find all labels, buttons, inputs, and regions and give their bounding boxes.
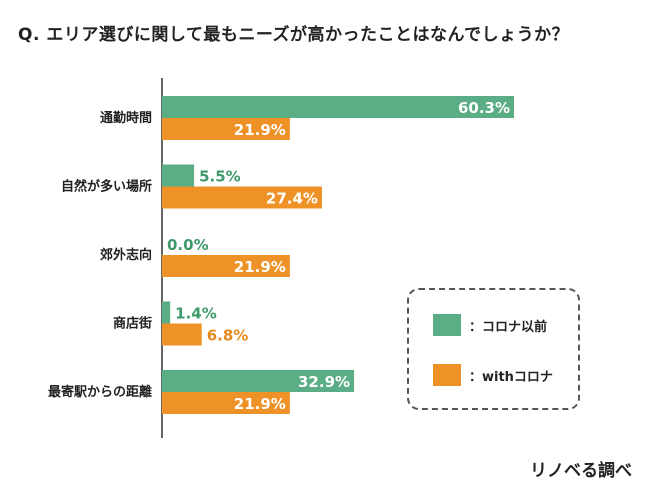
legend-item-before: ：コロナ以前 <box>433 314 547 336</box>
category-label: 商店街 <box>113 316 152 332</box>
category-label: 郊外志向 <box>100 247 152 263</box>
chart-title: Q. エリア選びに関して最もニーズが高かったことはなんでしょうか？ <box>18 25 570 45</box>
legend-label-before: ：コロナ以前 <box>469 319 548 335</box>
data-label-before: 1.4% <box>175 305 217 323</box>
bar-after <box>162 392 290 414</box>
legend-swatch-before <box>433 314 461 336</box>
data-label-before: 0.0% <box>167 236 209 254</box>
bar-after <box>162 323 202 346</box>
legend-label-after: ：withコロナ <box>469 369 553 385</box>
data-label-before: 60.3% <box>458 99 510 117</box>
data-label-before: 5.5% <box>199 168 241 186</box>
bar-before <box>162 301 171 324</box>
source-credit: リノベる調べ <box>530 461 632 481</box>
legend-swatch-after <box>433 364 461 386</box>
data-label-after: 21.9% <box>234 395 286 413</box>
legend-item-after: ：withコロナ <box>433 364 553 386</box>
data-label-after: 27.4% <box>266 190 318 208</box>
bar-before <box>162 370 355 392</box>
data-label-after: 6.8% <box>207 327 249 345</box>
bar-before <box>162 164 195 187</box>
category-label: 通勤時間 <box>100 110 152 126</box>
bar-before <box>162 96 514 118</box>
bar-after <box>162 118 290 140</box>
data-label-after: 21.9% <box>234 258 286 276</box>
bar-after <box>162 186 322 209</box>
category-label: 最寄駅からの距離 <box>48 384 152 400</box>
bar-after <box>162 255 290 277</box>
category-label: 自然が多い場所 <box>61 179 152 195</box>
data-label-after: 21.9% <box>234 121 286 139</box>
legend: ：コロナ以前 ：withコロナ <box>407 288 580 410</box>
data-label-before: 32.9% <box>298 373 350 391</box>
